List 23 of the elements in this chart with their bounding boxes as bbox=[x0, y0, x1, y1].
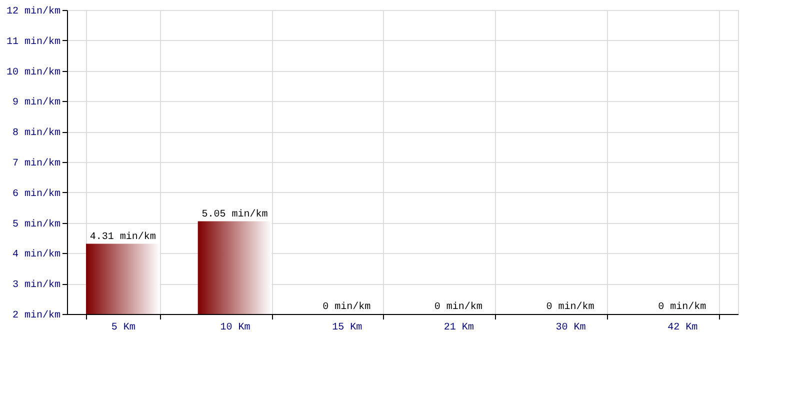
y-tick-label: 3 min/km bbox=[12, 279, 60, 292]
y-tick-label: 6 min/km bbox=[12, 188, 60, 200]
x-tick-label: 21 Km bbox=[444, 322, 474, 334]
text: 0 min/km bbox=[322, 302, 371, 313]
text: 0 min/km bbox=[434, 302, 482, 313]
x-tick-label: 15 Km bbox=[332, 322, 362, 334]
text: 0 min/km bbox=[658, 302, 706, 313]
x-tick-label: 30 Km bbox=[556, 322, 586, 334]
y-tick-label: 2 min/km bbox=[12, 310, 60, 322]
y-tick-label: 7 min/km bbox=[12, 158, 60, 170]
y-tick-label: 9 min/km bbox=[12, 96, 60, 109]
x-tick-label: 42 Km bbox=[668, 322, 698, 334]
y-tick-label: 4 min/km bbox=[12, 248, 60, 261]
text: 0 min/km bbox=[546, 302, 594, 313]
y-tick-label: 10 min/km bbox=[6, 66, 60, 78]
data-label: 5.05 min/km bbox=[202, 208, 268, 220]
data-label: 4.31 min/km bbox=[90, 230, 156, 243]
y-tick-label: 12 min/km bbox=[6, 6, 60, 18]
y-tick-label: 5 min/km bbox=[12, 218, 60, 230]
x-tick-label: 10 Km bbox=[220, 322, 250, 334]
y-tick-label: 11 min/km bbox=[6, 36, 60, 48]
x-tick-label: 5 Km bbox=[111, 322, 136, 334]
y-tick-label: 8 min/km bbox=[12, 127, 60, 140]
